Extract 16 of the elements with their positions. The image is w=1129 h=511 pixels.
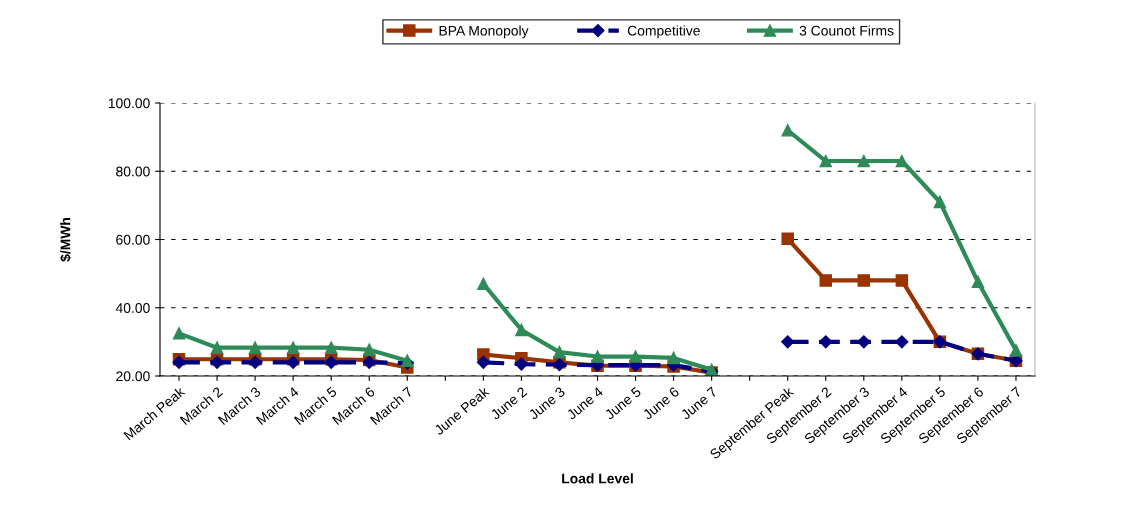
x-tick-label: June 6: [642, 386, 680, 421]
legend-label: Competitive: [627, 25, 700, 39]
y-tick-label: 80.00: [116, 166, 150, 177]
y-tick-label: 20.00: [116, 371, 150, 382]
y-axis-title: $/MWh: [59, 217, 72, 262]
y-tick-label: 100.00: [108, 98, 150, 109]
x-axis-title: Load Level: [562, 473, 633, 484]
x-tick-label: June 4: [566, 386, 604, 421]
legend-label: BPA Monopoly: [439, 25, 529, 39]
y-tick-label: 60.00: [116, 234, 150, 245]
x-tick-label: June 2: [489, 386, 528, 421]
y-tick-label: 40.00: [115, 303, 150, 313]
x-tick-label: June 3: [527, 386, 566, 421]
x-tick-label: June 5: [604, 386, 642, 421]
legend-label: 3 Counot Firms: [799, 25, 894, 36]
x-tick-label: June 7: [680, 386, 718, 421]
